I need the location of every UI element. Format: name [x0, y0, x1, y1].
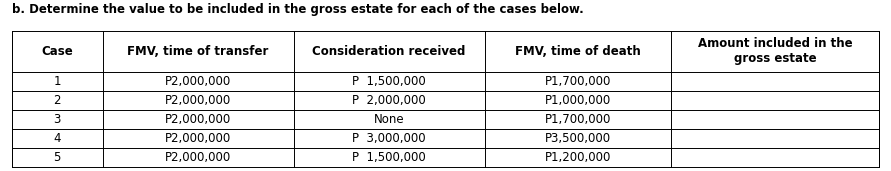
- Text: b. Determine the value to be included in the gross estate for each of the cases : b. Determine the value to be included in…: [12, 3, 584, 16]
- Text: P2,000,000: P2,000,000: [165, 132, 232, 145]
- Text: FMV, time of transfer: FMV, time of transfer: [127, 45, 269, 58]
- Text: 3: 3: [53, 113, 61, 126]
- Text: 4: 4: [53, 132, 61, 145]
- Text: Amount included in the
gross estate: Amount included in the gross estate: [698, 37, 853, 65]
- Text: FMV, time of death: FMV, time of death: [515, 45, 641, 58]
- Text: P2,000,000: P2,000,000: [165, 151, 232, 164]
- Text: P1,000,000: P1,000,000: [544, 94, 611, 107]
- Text: P3,500,000: P3,500,000: [544, 132, 611, 145]
- Text: Case: Case: [41, 45, 73, 58]
- Text: Consideration received: Consideration received: [313, 45, 466, 58]
- Text: P2,000,000: P2,000,000: [165, 94, 232, 107]
- Bar: [12, 31, 879, 167]
- Text: P2,000,000: P2,000,000: [165, 113, 232, 126]
- Text: P1,700,000: P1,700,000: [544, 75, 611, 88]
- Text: 1: 1: [53, 75, 61, 88]
- Text: P1,700,000: P1,700,000: [544, 113, 611, 126]
- Text: P1,200,000: P1,200,000: [544, 151, 611, 164]
- Text: P  1,500,000: P 1,500,000: [352, 151, 426, 164]
- Text: 5: 5: [53, 151, 61, 164]
- Text: P2,000,000: P2,000,000: [165, 75, 232, 88]
- Text: 2: 2: [53, 94, 61, 107]
- Text: P  2,000,000: P 2,000,000: [352, 94, 426, 107]
- Text: None: None: [374, 113, 405, 126]
- Text: P  1,500,000: P 1,500,000: [352, 75, 426, 88]
- Text: P  3,000,000: P 3,000,000: [352, 132, 426, 145]
